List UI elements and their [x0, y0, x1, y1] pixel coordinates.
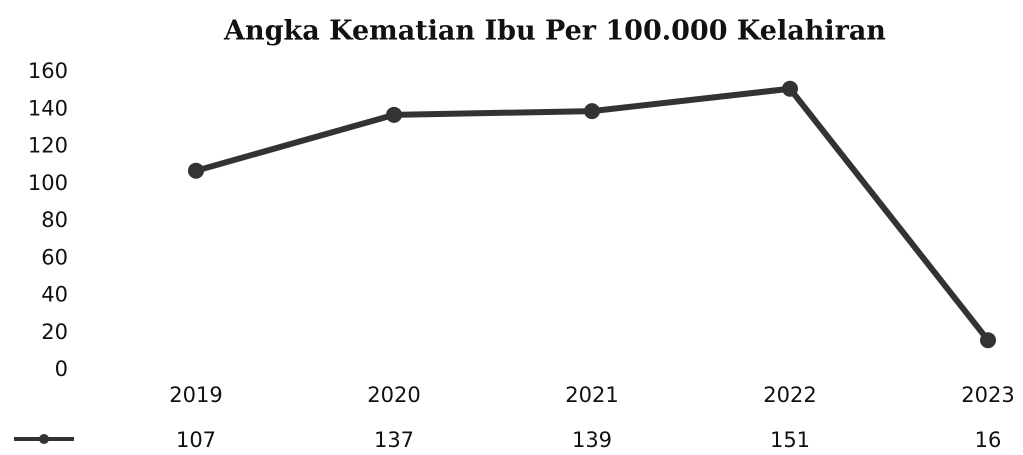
y-tick-label: 140 [28, 96, 68, 120]
data-table-value: 137 [374, 428, 414, 452]
y-tick-label: 0 [55, 357, 68, 381]
point [584, 103, 600, 120]
data-table-value: 151 [770, 428, 810, 452]
chart-title: Angka Kematian Ibu Per 100.000 Kelahiran [223, 16, 886, 47]
y-tick-label: 40 [41, 283, 68, 307]
x-tick-label: 2023 [961, 383, 1014, 407]
x-tick-label: 2022 [763, 383, 816, 407]
legend-marker [39, 434, 49, 444]
x-tick-label: 2020 [367, 383, 420, 407]
y-tick-label: 120 [28, 134, 68, 158]
point [980, 332, 996, 349]
data-table-value: 16 [975, 428, 1002, 452]
y-tick-label: 160 [28, 59, 68, 83]
y-tick-label: 20 [41, 320, 68, 344]
y-tick-label: 100 [28, 171, 68, 195]
data-table-value: 139 [572, 428, 612, 452]
data-table-value: 107 [176, 428, 216, 452]
x-tick-label: 2019 [169, 383, 222, 407]
point [782, 80, 798, 97]
y-tick-label: 60 [41, 245, 68, 269]
x-tick-label: 2021 [565, 383, 618, 407]
point [386, 106, 402, 123]
line [195, 85, 991, 343]
y-tick-label: 80 [41, 208, 68, 232]
point [188, 162, 204, 179]
